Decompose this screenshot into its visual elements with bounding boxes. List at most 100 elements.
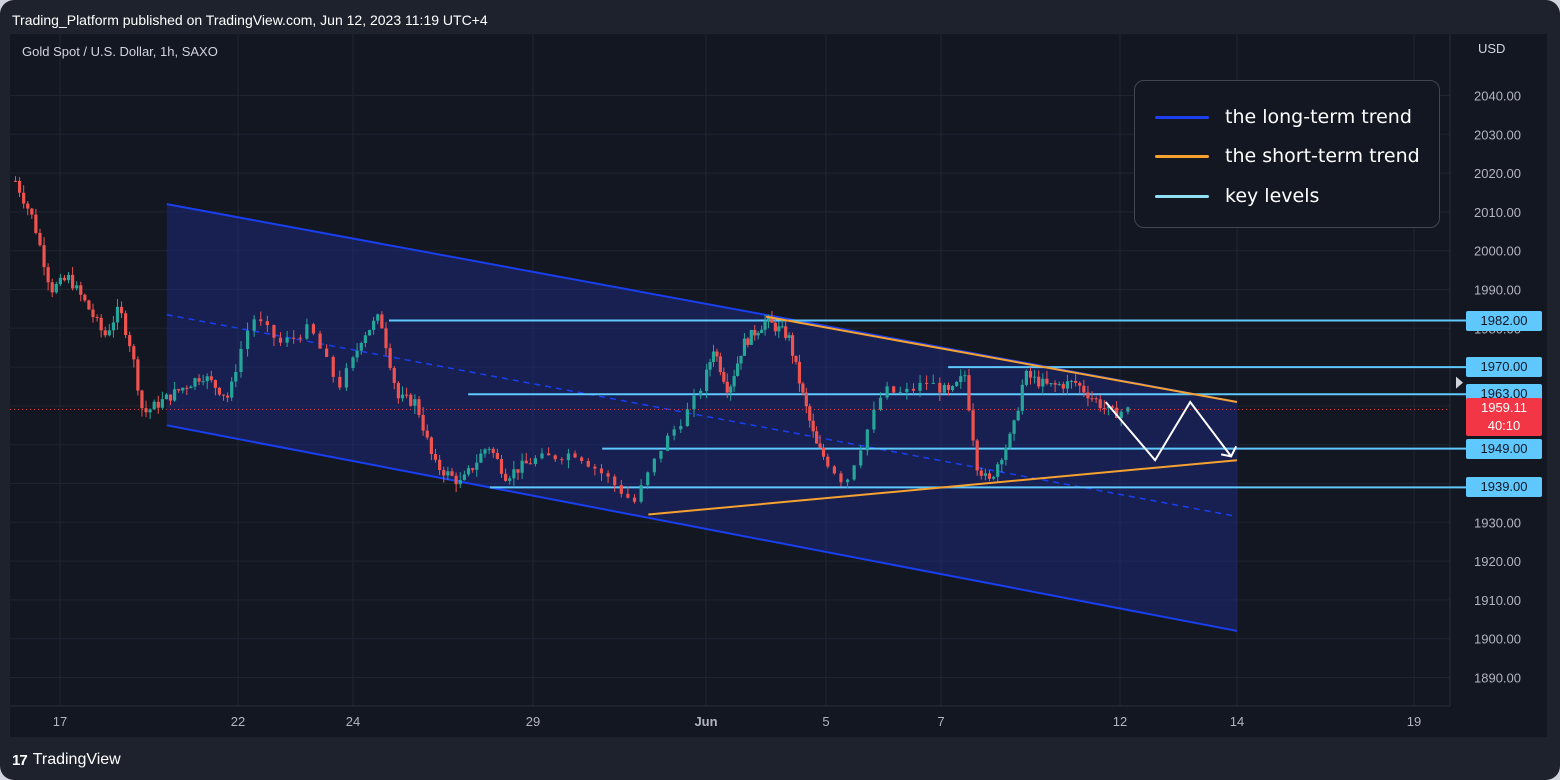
candle — [760, 325, 764, 334]
publish-info: Trading_Platform published on TradingVie… — [12, 12, 488, 28]
candle — [172, 381, 177, 402]
candle-body — [613, 476, 617, 486]
candle-body — [344, 368, 349, 388]
candle — [1069, 379, 1074, 389]
candle — [801, 381, 805, 396]
candle-body — [808, 406, 812, 421]
candle — [119, 301, 124, 319]
candle-body — [1126, 407, 1130, 412]
candle — [1037, 370, 1041, 389]
y-tick-label: 2010.00 — [1474, 205, 1521, 220]
candle — [1065, 374, 1070, 395]
candle — [164, 393, 169, 400]
candle — [99, 314, 103, 338]
candle-body — [547, 453, 551, 456]
candle-body — [1041, 378, 1045, 387]
candle — [367, 329, 372, 336]
candle — [573, 450, 577, 459]
candle — [959, 369, 963, 389]
candle-body — [58, 277, 62, 285]
candle-body — [454, 475, 458, 485]
candle — [305, 318, 309, 341]
candle-body — [26, 203, 30, 209]
candle-body — [355, 350, 359, 358]
candle-body — [1033, 376, 1037, 378]
candle — [705, 363, 709, 399]
candle-body — [1090, 398, 1094, 400]
candle — [495, 448, 499, 460]
candle-body — [911, 388, 916, 391]
price-chart[interactable]: 2040.00 2030.00 2020.00 2010.00 2000.00 1990.… — [10, 34, 1547, 737]
candle-body — [140, 390, 144, 409]
candle-body — [1053, 383, 1057, 385]
candle-body — [359, 342, 363, 351]
candle — [797, 354, 802, 392]
candle-body — [1110, 406, 1115, 408]
y-tick-label: 1930.00 — [1474, 515, 1521, 530]
candle-body — [626, 493, 630, 498]
candle-body — [239, 348, 243, 373]
candle — [1106, 406, 1111, 416]
candle-body — [1078, 382, 1082, 386]
candle-body — [760, 329, 764, 334]
candle — [62, 274, 67, 282]
candle-body — [979, 470, 983, 476]
candle-body — [1020, 384, 1024, 411]
candle — [75, 281, 79, 291]
candle — [804, 387, 808, 414]
candle-body — [705, 369, 709, 391]
candle — [1057, 381, 1061, 386]
long-term-channel-fill — [166, 204, 1237, 631]
tradingview-logo[interactable]: 17 TradingView — [12, 749, 121, 771]
candle — [58, 273, 62, 287]
candle-body — [245, 330, 250, 349]
candle — [405, 387, 409, 399]
candle — [524, 452, 528, 464]
candle — [259, 311, 263, 326]
candle — [586, 458, 590, 468]
candle — [512, 461, 516, 486]
candle-body — [132, 346, 136, 360]
candle-body — [318, 333, 322, 349]
symbol-title[interactable]: Gold Spot / U.S. Dollar, 1h, SAXO — [22, 44, 218, 59]
candle-body — [107, 330, 111, 336]
candle-body — [892, 386, 896, 393]
candle-body — [38, 232, 42, 246]
candle-body — [259, 319, 263, 322]
long-term-lower-line — [166, 424, 1238, 632]
candle — [553, 454, 557, 462]
candle — [756, 330, 760, 340]
candle — [132, 343, 136, 368]
candle — [593, 464, 597, 476]
candle-body — [665, 435, 670, 451]
candle-body — [197, 378, 201, 382]
candle — [363, 331, 367, 348]
candle-body — [495, 452, 499, 459]
candle — [1041, 373, 1045, 395]
candle — [504, 468, 508, 482]
candle-body — [164, 394, 169, 400]
candle-body — [1057, 384, 1061, 386]
candle-body — [1086, 392, 1090, 399]
candle-body — [292, 337, 296, 339]
candle — [344, 362, 349, 391]
candle — [749, 329, 753, 346]
candle-body — [606, 473, 610, 477]
candle-body — [201, 381, 205, 383]
candle-body — [458, 480, 462, 485]
candle — [95, 314, 99, 322]
chart-area[interactable]: 2040.00 2030.00 2020.00 2010.00 2000.00 1990.… — [10, 34, 1547, 737]
candle-body — [1028, 370, 1033, 378]
candle-body — [763, 320, 767, 330]
candle — [331, 355, 335, 383]
candle-body — [832, 466, 836, 474]
y-tick-label: 2020.00 — [1474, 166, 1521, 181]
candle-body — [499, 458, 504, 474]
candle-body — [1094, 398, 1098, 400]
candle — [111, 315, 115, 338]
candle — [376, 313, 380, 325]
candle — [1045, 370, 1049, 386]
candle-body — [160, 399, 164, 408]
candle-body — [189, 386, 193, 389]
live-price-value: 1959.11 — [1480, 400, 1528, 415]
